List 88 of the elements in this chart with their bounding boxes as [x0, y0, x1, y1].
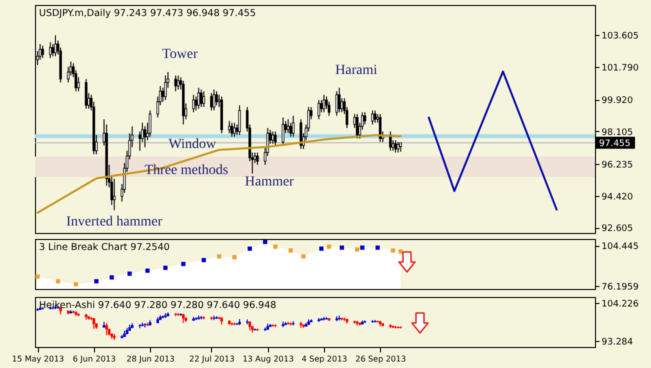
- y-tick-label: 76.1959: [602, 282, 639, 293]
- point: [74, 282, 78, 286]
- annotation: Tower: [162, 47, 198, 62]
- candlestick: [112, 178, 116, 211]
- candlestick: [286, 118, 290, 134]
- chart-title: Heiken-Ashi 97.640 97.280 97.280 97.640 96.948: [39, 300, 276, 311]
- point: [398, 249, 403, 254]
- candlestick: [228, 120, 231, 134]
- point: [145, 268, 150, 273]
- candlestick: [210, 92, 213, 112]
- line-series: [36, 134, 402, 214]
- candlestick: [233, 122, 236, 138]
- point: [56, 279, 60, 284]
- point: [127, 272, 132, 276]
- candlestick: [272, 131, 274, 144]
- candlestick: [212, 89, 216, 112]
- annotation: Window: [168, 137, 218, 152]
- y-tick-label: 104.226: [602, 299, 639, 310]
- point: [248, 246, 252, 251]
- y-tick-label: 104.445: [602, 242, 639, 252]
- candlestick: [322, 94, 326, 113]
- candlestick: [105, 322, 108, 336]
- candlestick: [84, 78, 88, 110]
- point: [263, 240, 268, 244]
- chart-title: 3 Line Break Chart 97.2540: [39, 242, 170, 253]
- x-tick-label: 22 Jul 2013: [189, 354, 235, 364]
- x-tick-label: 13 Aug 2013: [242, 354, 294, 364]
- annotation: Harami: [335, 62, 378, 78]
- candlestick: [192, 94, 195, 113]
- candlestick: [144, 126, 146, 148]
- x-tick-label: 28 Jun 2013: [126, 354, 175, 364]
- candlestick: [274, 131, 277, 146]
- point: [376, 246, 380, 250]
- point: [202, 258, 206, 262]
- point: [273, 244, 278, 249]
- point: [94, 279, 98, 284]
- candlestick: [174, 75, 177, 92]
- candlestick: [356, 114, 358, 140]
- candlestick: [289, 122, 292, 138]
- y-tick-label: 101.790: [602, 63, 639, 74]
- candlestick: [394, 140, 397, 154]
- point: [110, 275, 114, 280]
- y-tick-label: 92.605: [602, 224, 633, 234]
- point: [163, 266, 168, 270]
- candlestick: [256, 152, 259, 166]
- candlestick: [54, 34, 57, 57]
- x-tick-label: 15 May 2013: [12, 354, 64, 364]
- x-tick-label: 26 Sep 2013: [355, 354, 406, 364]
- point: [288, 248, 293, 253]
- candlestick: [49, 42, 52, 59]
- candlestick: [292, 115, 295, 138]
- y-tick-label: 94.420: [602, 192, 634, 202]
- candlestick: [164, 75, 167, 101]
- point: [355, 247, 360, 252]
- candlestick: [200, 89, 203, 108]
- line-series: [428, 70, 558, 211]
- point: [181, 262, 186, 266]
- point: [326, 244, 332, 249]
- y-tick-label: 96.235: [602, 160, 633, 171]
- candlestick: [238, 104, 241, 136]
- x-tick-label: 6 Jun 2013: [72, 354, 116, 364]
- candlestick: [92, 318, 96, 330]
- candlestick: [396, 142, 400, 154]
- candlestick: [338, 87, 341, 113]
- candlestick: [202, 90, 206, 108]
- candlestick: [197, 87, 200, 110]
- annotation: Hammer: [244, 174, 294, 190]
- point: [232, 255, 237, 260]
- point: [319, 246, 324, 251]
- candlestick: [371, 110, 374, 126]
- candlestick: [230, 122, 234, 138]
- candlestick: [318, 100, 320, 120]
- chart-title: USDJPY.m,Daily 97.243 97.473 96.948 97.455: [39, 8, 256, 19]
- y-tick-label: 99.920: [602, 96, 634, 106]
- point: [340, 246, 344, 250]
- point: [360, 246, 364, 250]
- candlestick: [148, 110, 152, 138]
- ref-line-label: 97.455: [599, 138, 630, 149]
- candlestick: [374, 110, 376, 124]
- x-tick-label: 4 Sep 2013: [302, 354, 348, 364]
- y-tick-label: 98.105: [602, 128, 633, 138]
- candlestick: [282, 117, 284, 146]
- annotation: Inverted hammer: [66, 214, 163, 230]
- candlestick: [335, 90, 338, 116]
- candlestick: [41, 45, 44, 59]
- candlestick: [176, 75, 180, 90]
- y-tick-label: 103.605: [602, 32, 639, 42]
- y-tick-label: 93.284: [602, 338, 634, 348]
